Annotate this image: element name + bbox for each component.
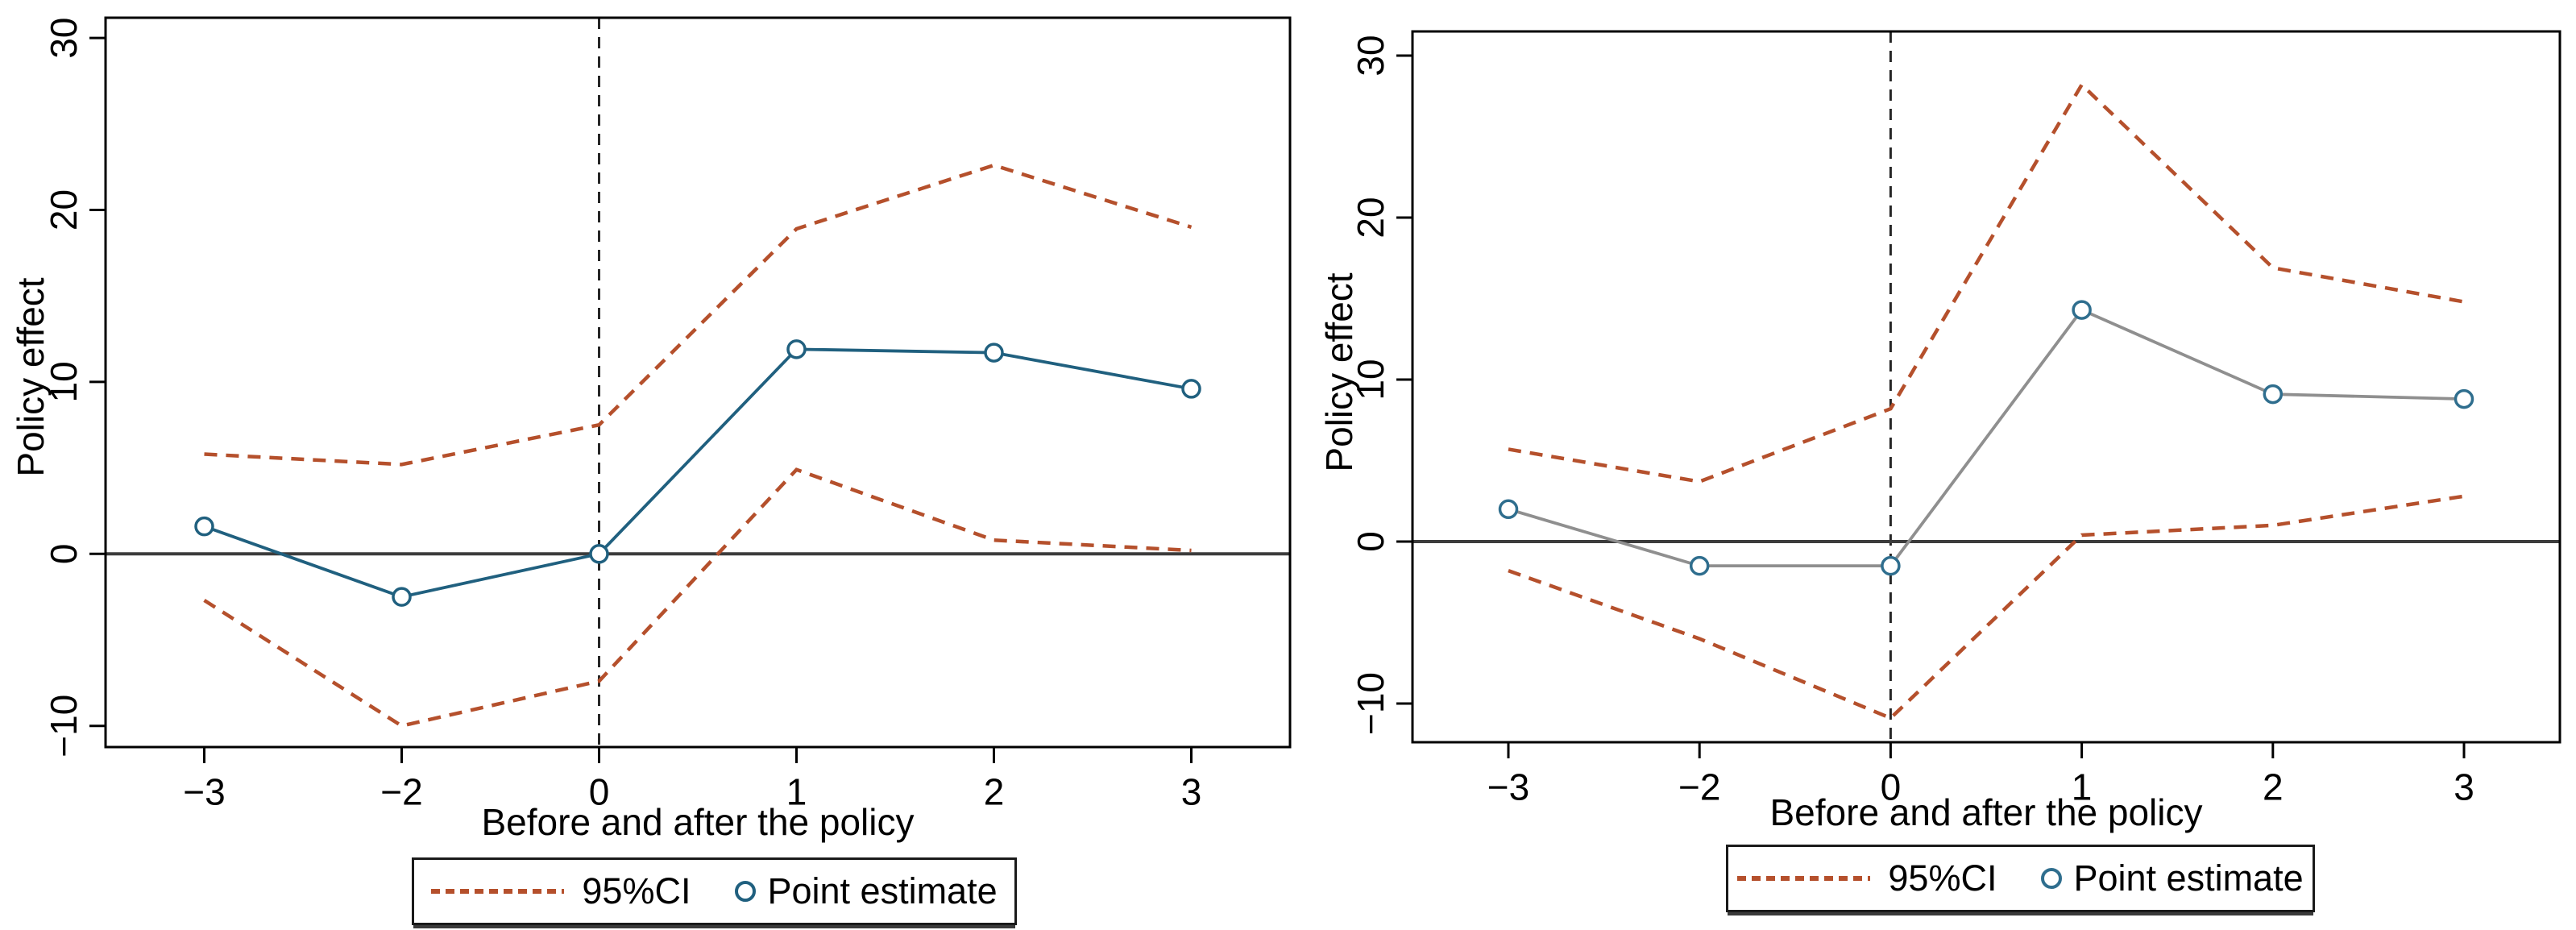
ci-upper-line [1508, 81, 2465, 484]
right-chart-graphics: 30 20 10 0 −10 −3 −2 0 1 2 3 [1350, 30, 2561, 808]
point-marker [392, 587, 412, 607]
ci-legend-label: 95%CI [582, 870, 691, 911]
left-y-axis-title: Policy effect [10, 277, 52, 477]
x-tick-label: −3 [183, 771, 225, 813]
point-marker [1498, 499, 1519, 520]
point-marker [2263, 384, 2284, 405]
ci-legend-label: 95%CI [1888, 857, 1997, 899]
x-tick-label: 3 [1181, 771, 1202, 813]
left-x-axis-title: Before and after the policy [481, 801, 915, 843]
point-marker [1689, 555, 1710, 576]
point-marker [589, 544, 609, 564]
x-tick-label: −2 [380, 771, 422, 813]
point-legend-label: Point estimate [767, 870, 998, 911]
ci-lower-line [203, 467, 1192, 729]
point-marker [2072, 300, 2092, 320]
y-tick-label: −10 [1350, 672, 1392, 735]
y-tick-label: 20 [1350, 197, 1392, 238]
right-y-axis-title: Policy effect [1318, 272, 1360, 472]
x-tick-label: 2 [984, 771, 1005, 813]
point-legend-label: Point estimate [2073, 857, 2304, 899]
x-tick-label: 1 [786, 771, 807, 813]
left-legend: 95%CI Point estimate [412, 857, 1017, 925]
ci-upper-line [204, 163, 1193, 467]
plot-border [104, 16, 1292, 749]
right-x-axis-title: Before and after the policy [1769, 791, 2203, 833]
x-tick-label: 1 [2072, 766, 2093, 808]
point-marker-sample-icon [2041, 868, 2063, 889]
point-estimate-line [1508, 308, 2465, 568]
left-chart-graphics: 30 20 10 0 −10 −3 −2 0 1 2 3 [43, 16, 1292, 813]
point-marker [1881, 555, 1901, 576]
x-tick-label: −3 [1487, 766, 1529, 808]
point-marker [194, 516, 214, 537]
y-tick-label: 30 [43, 18, 85, 59]
y-tick-label: 30 [1350, 35, 1392, 76]
point-estimate-line [203, 347, 1192, 599]
y-tick-label: 0 [43, 544, 85, 565]
x-tick-label: −2 [1678, 766, 1720, 808]
x-tick-label: 0 [1881, 766, 1902, 808]
y-tick-label: 0 [1350, 531, 1392, 552]
ci-lower-line [1508, 494, 2465, 720]
x-tick-label: 2 [2263, 766, 2284, 808]
y-tick-label: 20 [43, 189, 85, 230]
right-legend: 95%CI Point estimate [1726, 845, 2315, 912]
point-marker [984, 343, 1004, 363]
point-marker-sample-icon [735, 881, 757, 902]
x-tick-label: 0 [589, 771, 610, 813]
ci-dash-sample-icon [1737, 876, 1871, 881]
point-marker [786, 339, 807, 359]
ci-dash-sample-icon [431, 889, 565, 894]
plot-border [1411, 30, 2561, 744]
y-tick-label: 10 [1350, 359, 1392, 400]
point-marker [1181, 379, 1201, 399]
y-tick-label: −10 [43, 695, 85, 758]
x-tick-label: 3 [2454, 766, 2474, 808]
point-marker [2454, 388, 2474, 409]
y-tick-label: 10 [43, 361, 85, 402]
